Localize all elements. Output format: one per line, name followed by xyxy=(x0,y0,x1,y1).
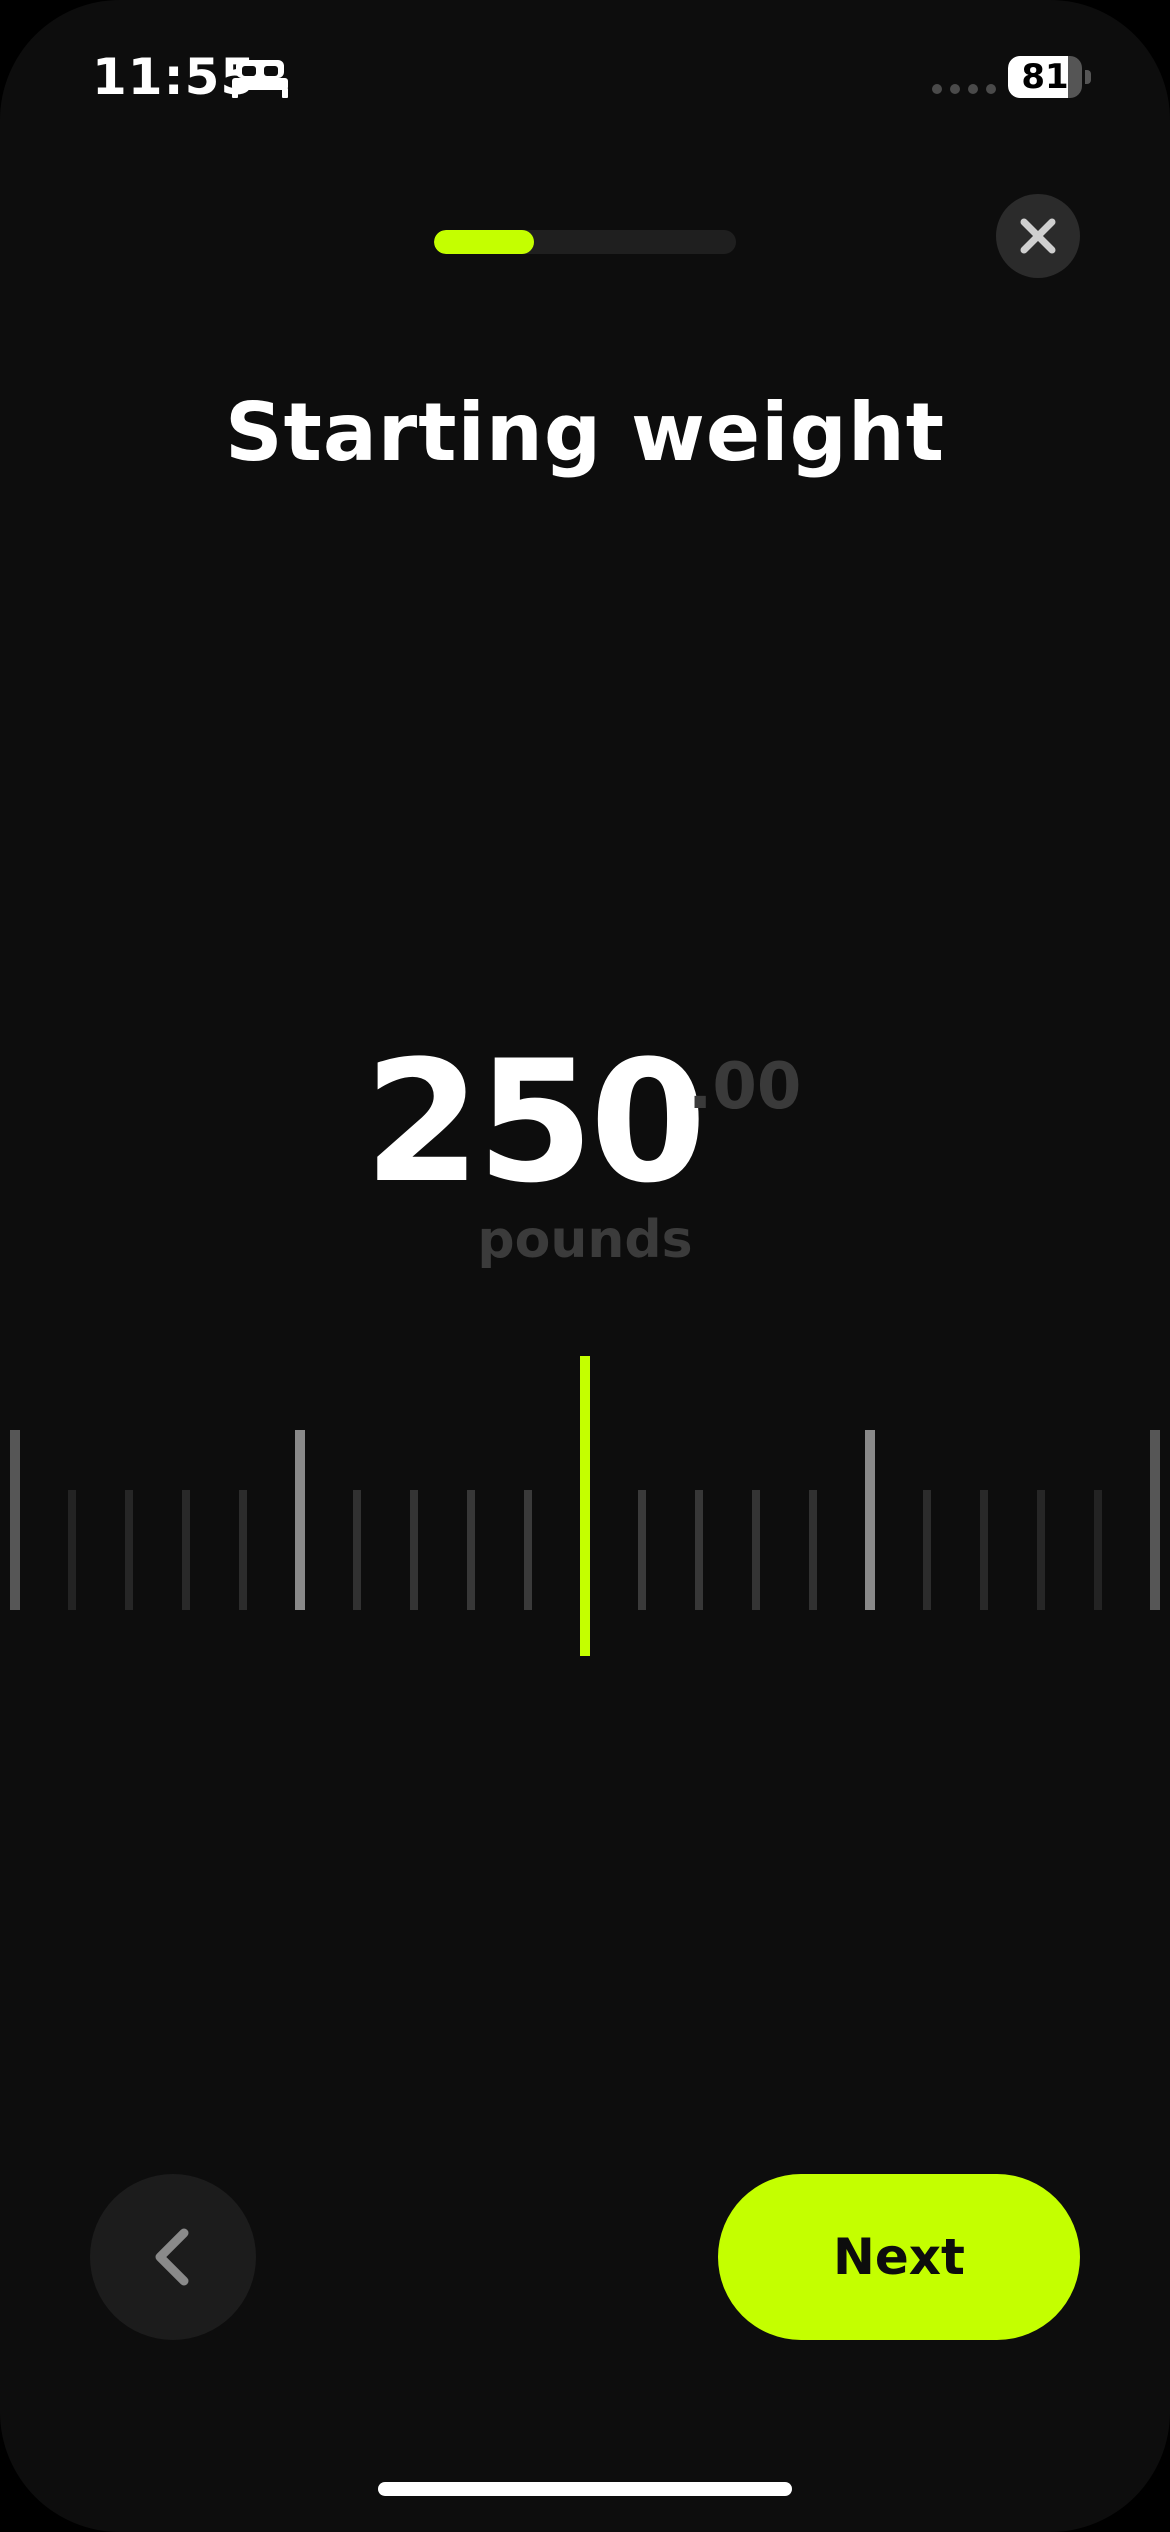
weight-decimal: .00 xyxy=(688,1050,802,1124)
onboarding-progress-bar xyxy=(434,230,736,254)
close-button[interactable] xyxy=(996,194,1080,278)
weight-unit: pounds xyxy=(477,1210,693,1270)
battery-level xyxy=(1008,56,1068,98)
status-time: 11:55 xyxy=(92,48,257,106)
battery-percent: 81 xyxy=(1021,57,1069,97)
bed-icon xyxy=(232,60,288,98)
cellular-signal-icon xyxy=(932,84,996,94)
home-indicator[interactable] xyxy=(378,2482,792,2496)
onboarding-progress-fill xyxy=(434,230,534,254)
close-icon xyxy=(1020,218,1056,254)
page-title: Starting weight xyxy=(224,386,946,479)
weight-ruler-slider[interactable] xyxy=(0,1340,1170,1680)
weight-value: 250 xyxy=(364,1024,707,1220)
next-button[interactable]: Next xyxy=(718,2174,1080,2340)
back-button[interactable] xyxy=(90,2174,256,2340)
battery-icon: 81 xyxy=(1008,56,1082,98)
chevron-left-icon xyxy=(155,2228,189,2286)
battery-cap xyxy=(1085,70,1091,84)
